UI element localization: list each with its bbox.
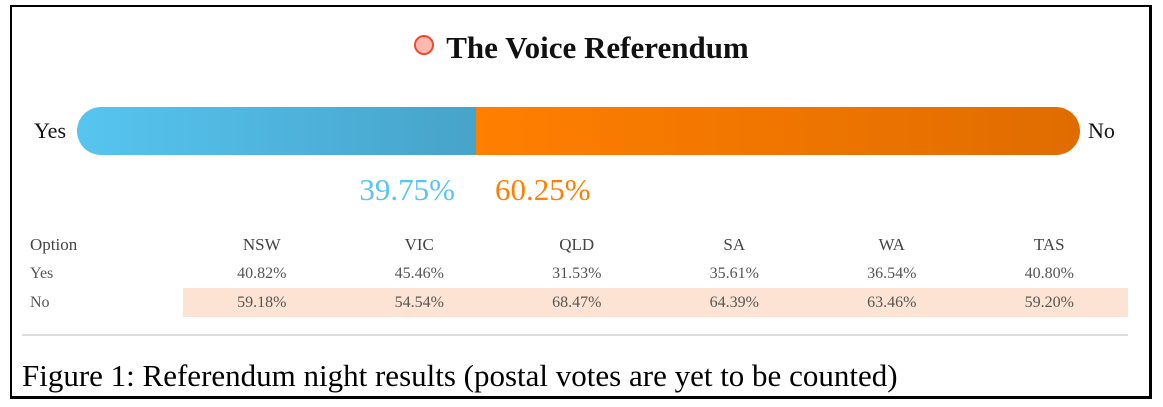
title-text: The Voice Referendum (446, 30, 749, 65)
header-cell: Option (30, 234, 78, 254)
table-row: No 59.18% 54.54% 68.47% 64.39% 63.46% 59… (30, 288, 1128, 317)
header-cell: TAS (1033, 234, 1065, 254)
cell: 36.54% (867, 264, 917, 282)
page-title: The Voice Referendum (0, 30, 1163, 66)
live-indicator-icon (414, 35, 435, 55)
header-cell: SA (723, 234, 746, 254)
cell: 40.80% (1024, 264, 1074, 282)
figure-frame (10, 5, 1152, 399)
state-results-table: Option NSW VIC QLD SA WA TAS Yes 40.82% … (30, 230, 1128, 317)
table-row: Yes 40.82% 45.46% 31.53% 35.61% 36.54% 4… (30, 259, 1128, 288)
cell: 45.46% (394, 264, 444, 282)
cell: 40.82% (237, 264, 287, 282)
cell: 64.39% (655, 288, 813, 317)
cell: 54.54% (340, 288, 498, 317)
yes-bar-fill (77, 107, 476, 155)
yes-percent: 39.75% (359, 172, 455, 207)
cell: No (30, 293, 50, 311)
cell: 68.47% (498, 288, 656, 317)
cell: Yes (30, 264, 54, 282)
table-header: Option NSW VIC QLD SA WA TAS (30, 230, 1128, 259)
cell: 59.18% (183, 288, 341, 317)
cell: 31.53% (552, 264, 602, 282)
cell: 63.46% (813, 288, 971, 317)
header-cell: QLD (559, 234, 595, 254)
yes-label: Yes (34, 118, 67, 143)
cell: 59.20% (970, 288, 1128, 317)
no-bar-fill (475, 107, 1080, 155)
figure-caption: Figure 1: Referendum night results (post… (22, 358, 898, 393)
cell: 35.61% (709, 264, 759, 282)
result-bar (77, 107, 1080, 155)
header-cell: WA (878, 234, 905, 254)
no-label: No (1088, 118, 1115, 143)
divider (22, 334, 1128, 336)
no-percent: 60.25% (495, 172, 591, 207)
header-cell: NSW (242, 234, 281, 254)
header-cell: VIC (404, 234, 434, 254)
